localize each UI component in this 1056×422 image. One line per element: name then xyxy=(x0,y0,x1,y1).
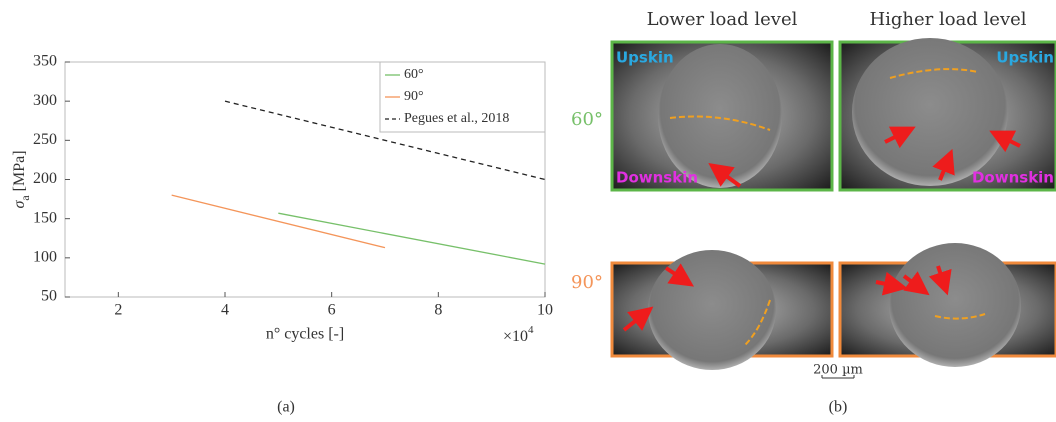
photo-panel: Lower load level Higher load level 60° 9… xyxy=(571,9,1056,416)
upskin-label: Upskin xyxy=(616,49,674,67)
legend-label: 90° xyxy=(404,89,424,104)
series-line xyxy=(172,195,385,247)
col-header: Higher load level xyxy=(869,9,1026,30)
y-tick-label: 150 xyxy=(33,209,57,226)
downskin-label: Downskin xyxy=(972,169,1054,187)
legend-label: 60° xyxy=(404,67,424,82)
x-axis-label: n° cycles [-] xyxy=(266,326,344,343)
downskin-label: Downskin xyxy=(616,169,698,187)
photo xyxy=(612,250,832,370)
y-label-sub: a xyxy=(18,195,32,201)
y-axis-label: σa[MPa] xyxy=(11,150,32,208)
row-label: 90° xyxy=(571,272,603,293)
x-tick-label: 2 xyxy=(114,302,122,319)
y-tick-label: 50 xyxy=(41,288,57,305)
upskin-label: Upskin xyxy=(996,49,1054,67)
x-tick-label: 6 xyxy=(328,302,336,319)
y-tick-label: 100 xyxy=(33,249,57,266)
y-tick-label: 350 xyxy=(33,53,57,70)
y-label-unit: [MPa] xyxy=(11,150,28,191)
figure: 50 100 150 200 250 300 350 2 4 6 8 10 n° cycles [-] ×… xyxy=(0,0,1056,417)
col-header: Lower load level xyxy=(647,9,798,30)
photo xyxy=(840,243,1056,367)
y-tick-label: 300 xyxy=(33,92,57,109)
chart: 50 100 150 200 250 300 350 2 4 6 8 10 n° cycles [-] ×… xyxy=(11,53,553,345)
x-multiplier-base: ×10 xyxy=(503,328,528,345)
x-tick-label: 8 xyxy=(434,302,442,319)
series-line xyxy=(278,213,545,264)
caption: (a) xyxy=(277,399,295,416)
row-label: 60° xyxy=(571,109,603,130)
caption: (b) xyxy=(829,399,848,416)
legend-label: Pegues et al., 2018 xyxy=(404,111,509,126)
scale-bar-label: 200 µm xyxy=(813,363,863,378)
y-tick-label: 200 xyxy=(33,170,57,187)
x-tick-label: 4 xyxy=(221,302,229,319)
x-tick-label: 10 xyxy=(537,302,553,319)
x-multiplier-exp: 4 xyxy=(528,324,534,336)
y-tick-label: 250 xyxy=(33,131,57,148)
x-multiplier: ×104 xyxy=(503,324,534,345)
